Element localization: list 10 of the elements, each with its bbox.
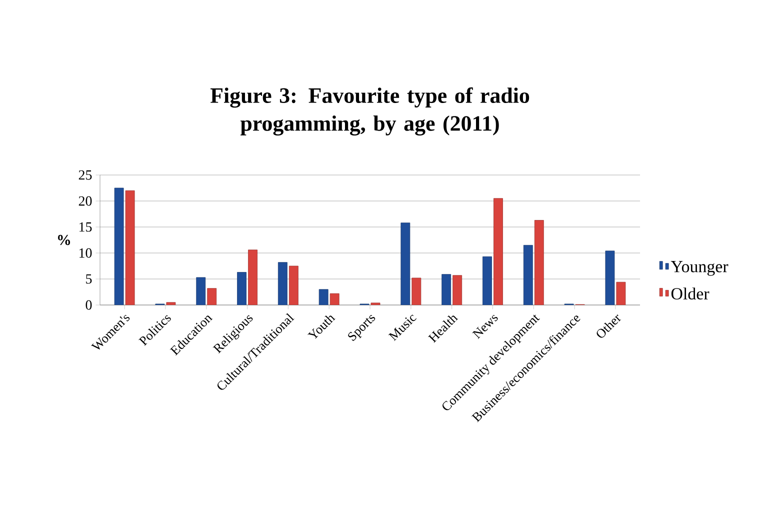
legend-label: Older bbox=[671, 288, 710, 300]
y-tick-label: 10 bbox=[80, 248, 92, 258]
y-tick-label: 25 bbox=[78, 170, 92, 180]
y-tick-label: 15 bbox=[80, 222, 92, 232]
legend-label: Younger bbox=[670, 261, 728, 276]
y-tick-label: 5 bbox=[86, 274, 92, 284]
y-tick-label: 0 bbox=[86, 300, 92, 310]
y-axis-title: % bbox=[58, 234, 70, 246]
y-tick-label: 20 bbox=[78, 196, 92, 206]
chart-title: Figure 3: Favourite type of radio progamming, by age (2011) bbox=[210, 87, 530, 136]
